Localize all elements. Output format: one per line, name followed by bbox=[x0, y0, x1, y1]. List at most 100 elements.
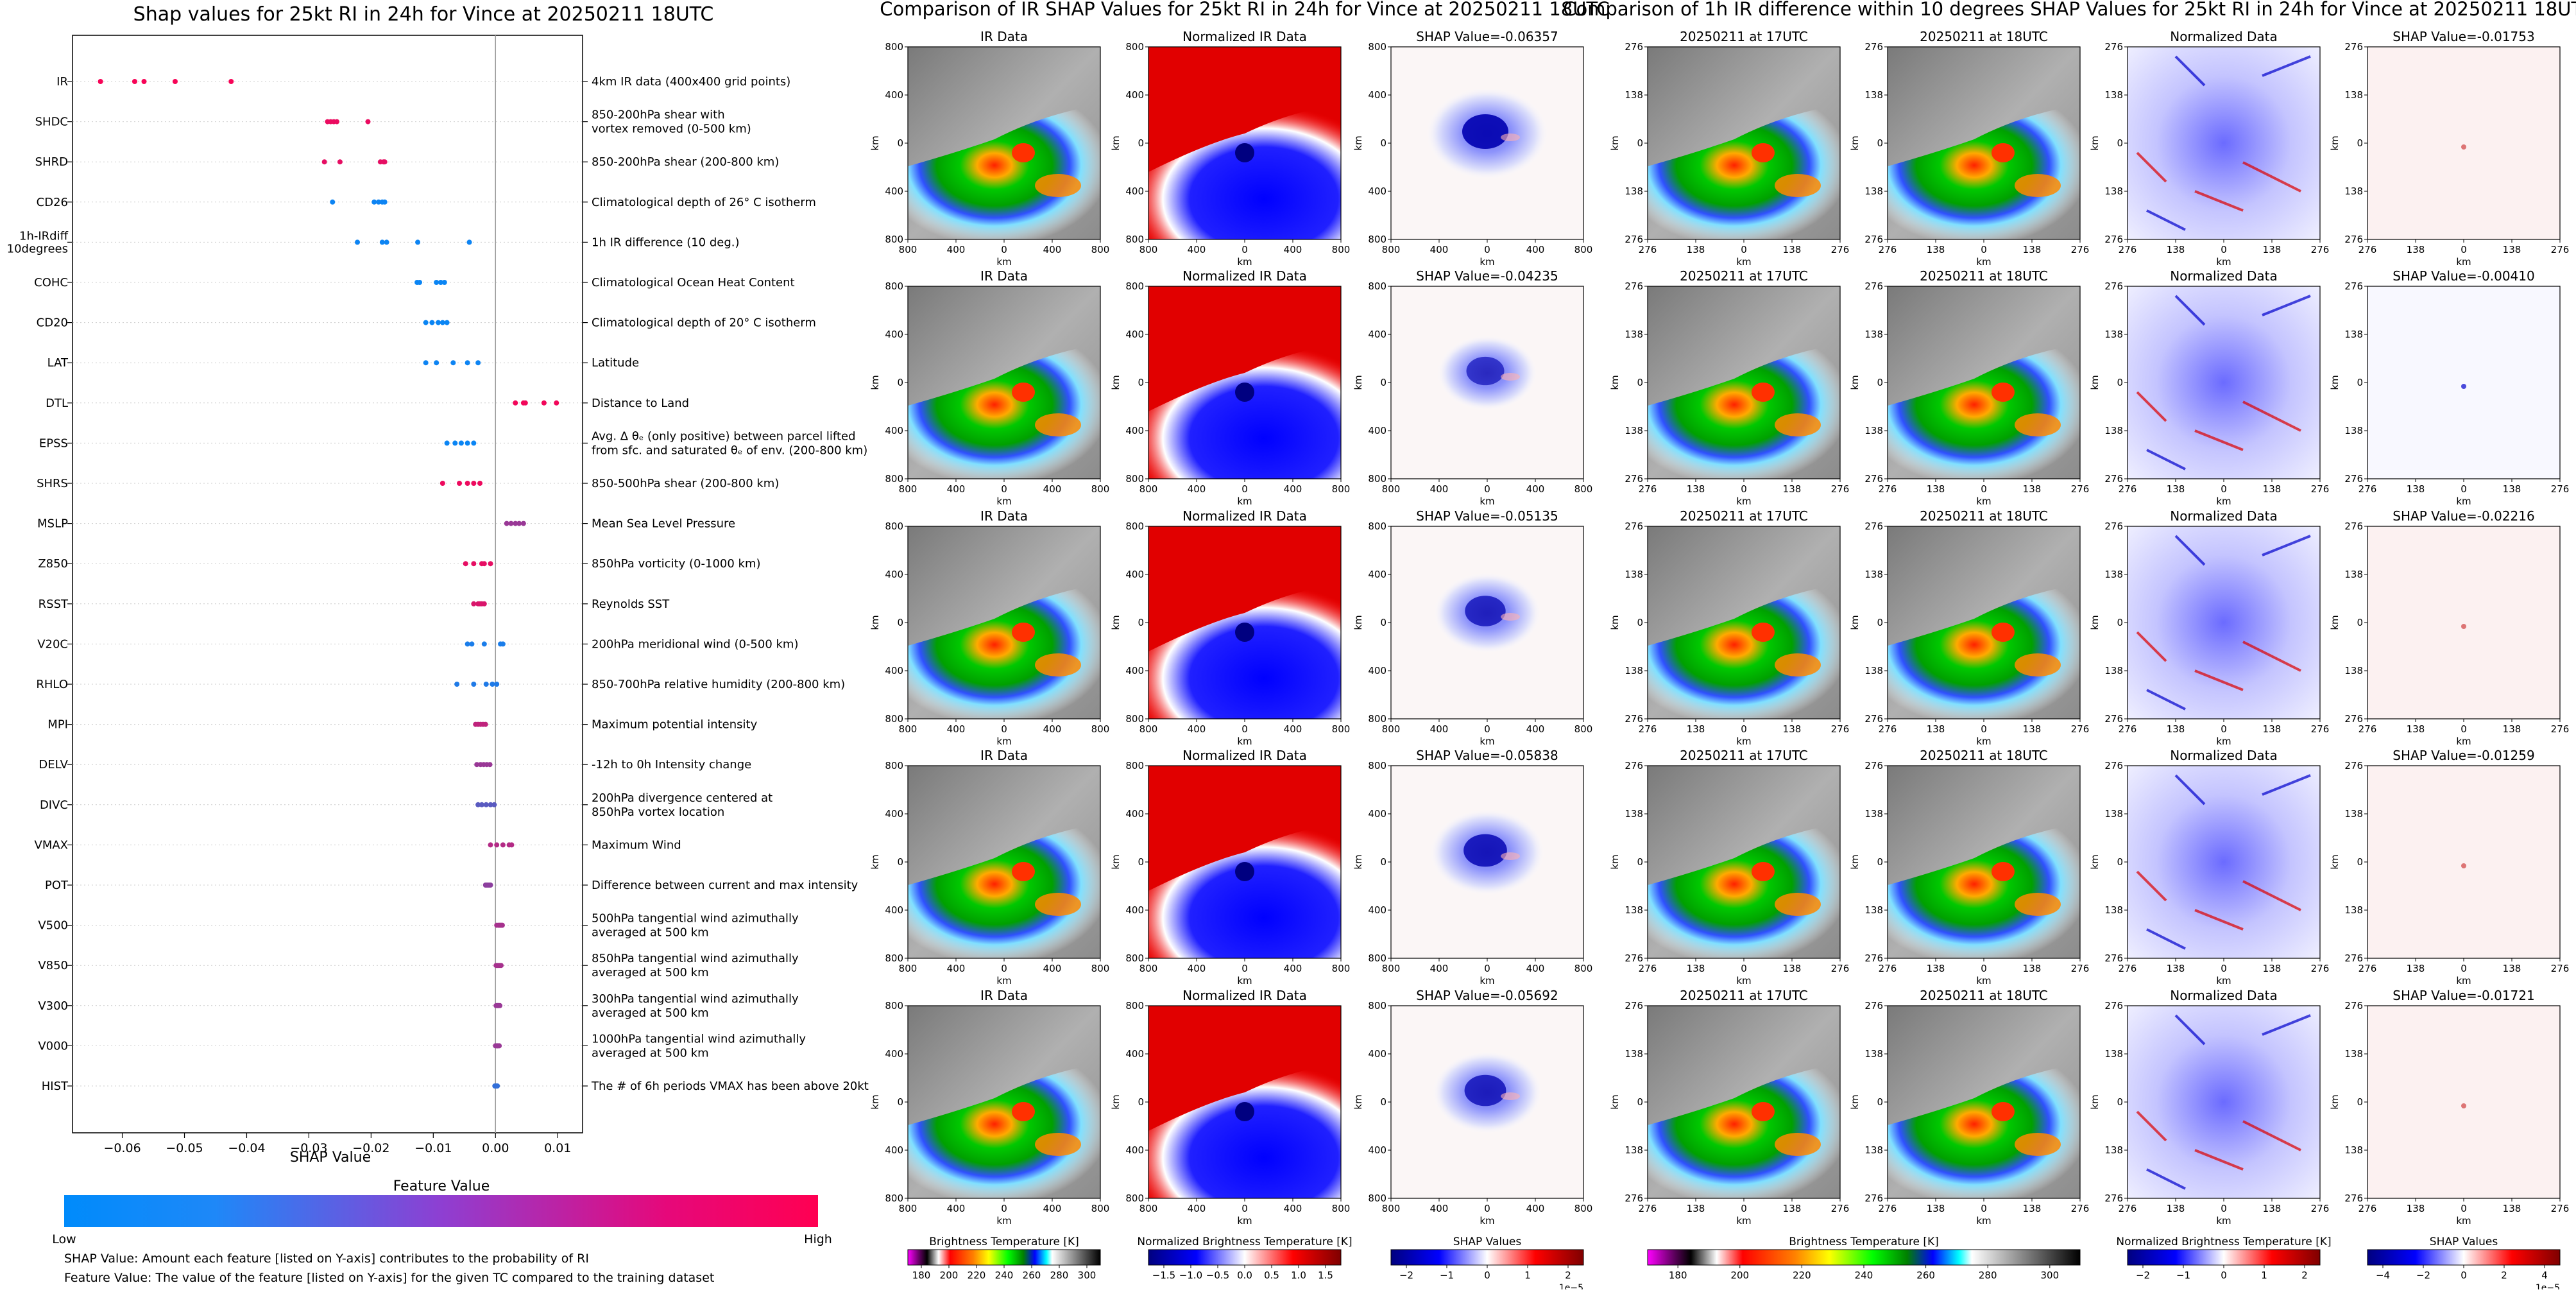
panel-title: 20250211 at 18UTC bbox=[1920, 748, 2048, 763]
panel-title: Normalized Data bbox=[2170, 508, 2278, 524]
y-tick-label: 400 bbox=[1125, 425, 1144, 436]
y-tick-label: 0 bbox=[897, 1096, 903, 1108]
y-tick-label: 276 bbox=[2104, 473, 2123, 485]
diff-streak bbox=[2136, 151, 2167, 183]
colorbar-bar bbox=[2127, 1249, 2321, 1266]
shap-plot-area bbox=[72, 35, 583, 1133]
panel-title: 20250211 at 18UTC bbox=[1920, 508, 2048, 524]
feature-description-label: Climatological depth of 20° C isotherm bbox=[592, 316, 816, 330]
y-tick-label: 400 bbox=[885, 425, 903, 436]
cold-cloud-band bbox=[1035, 653, 1081, 676]
y-tick-label: 276 bbox=[1625, 952, 1643, 964]
y-tick-label: 400 bbox=[1368, 329, 1386, 340]
shap-positive-patch bbox=[1501, 134, 1520, 141]
x-tick-label: 800 bbox=[1139, 1203, 1158, 1214]
x-tick-label: 138 bbox=[2023, 723, 2042, 735]
x-tick-label: 800 bbox=[1382, 723, 1401, 735]
x-axis-label: km bbox=[996, 495, 1011, 507]
x-tick-label: 276 bbox=[2311, 963, 2330, 974]
y-tick-label: 0 bbox=[1138, 377, 1144, 388]
y-tick-label: 0 bbox=[1877, 137, 1883, 149]
y-tick-label: 276 bbox=[2344, 41, 2363, 53]
shap-point bbox=[488, 802, 493, 807]
shap-point bbox=[436, 320, 441, 325]
panel-title: SHAP Value=-0.05135 bbox=[1416, 508, 1558, 524]
y-axis-label: km bbox=[1609, 854, 1621, 869]
x-tick-label: 800 bbox=[1332, 723, 1351, 735]
colorbar-tick-label: −1.5 bbox=[1152, 1270, 1175, 1281]
y-tick-label: 138 bbox=[2104, 665, 2123, 676]
diff-streak bbox=[2136, 631, 2167, 662]
y-tick-label: 800 bbox=[1368, 713, 1386, 725]
y-tick-label: 276 bbox=[2344, 1193, 2363, 1204]
y-tick-label: 276 bbox=[1864, 473, 1883, 485]
shap-summary-plot: Shap values for 25kt RI in 24h for Vince… bbox=[7, 3, 869, 1285]
x-tick-label: 138 bbox=[2407, 483, 2425, 495]
x-tick-label: 0 bbox=[2221, 483, 2227, 495]
y-tick-label: 276 bbox=[1864, 280, 1883, 292]
x-axis-label: km bbox=[2456, 256, 2471, 268]
feature-name-label: Z850 bbox=[38, 557, 68, 571]
x-tick-label: 276 bbox=[2119, 963, 2137, 974]
shap-point bbox=[463, 561, 468, 567]
x-tick-label: 800 bbox=[1574, 483, 1593, 495]
norm-cold-region bbox=[1148, 823, 1341, 958]
y-tick-label: 400 bbox=[1125, 665, 1144, 676]
ir-group-title: Comparison of IR SHAP Values for 25kt RI… bbox=[880, 0, 1609, 20]
y-tick-label: 276 bbox=[2104, 760, 2123, 771]
y-tick-label: 276 bbox=[2104, 521, 2123, 532]
x-tick-label: 138 bbox=[2263, 963, 2282, 974]
feature-row: DTL Distance to Land bbox=[46, 397, 689, 410]
x-tick-label: 0 bbox=[2461, 244, 2467, 255]
x-tick-label: 800 bbox=[1091, 1203, 1110, 1214]
shap-point bbox=[423, 320, 429, 325]
x-tick-label: 400 bbox=[947, 1203, 966, 1214]
storm-cloud bbox=[1648, 823, 1840, 958]
shap-point bbox=[504, 521, 509, 526]
y-axis-label: km bbox=[1110, 854, 1122, 869]
diff-streak bbox=[2146, 1168, 2186, 1190]
x-tick-label: 400 bbox=[1043, 963, 1062, 974]
diff-shap-center bbox=[2461, 144, 2466, 150]
y-tick-label: 0 bbox=[897, 617, 903, 628]
y-tick-label: 0 bbox=[1380, 377, 1386, 388]
x-tick-label: 0 bbox=[1484, 963, 1490, 974]
x-tick-label: 400 bbox=[1188, 483, 1206, 495]
shap-point bbox=[457, 481, 463, 486]
storm-eye bbox=[1752, 1102, 1775, 1121]
x-tick-label: 0 bbox=[2221, 963, 2227, 974]
x-tick-label: 276 bbox=[1879, 963, 1897, 974]
x-tick-label: 400 bbox=[1284, 723, 1302, 735]
x-tick-label: 138 bbox=[1783, 723, 1802, 735]
feature-description-label: Climatological depth of 26° C isotherm bbox=[592, 196, 816, 209]
storm-cloud bbox=[1648, 584, 1840, 719]
feature-description-label: -12h to 0h Intensity change bbox=[592, 758, 751, 771]
feature-name-label: SHRS bbox=[37, 477, 68, 490]
x-tick-label: 800 bbox=[1382, 244, 1401, 255]
feature-row: CD26 Climatological depth of 26° C isothe… bbox=[37, 196, 816, 209]
y-tick-label: 0 bbox=[1877, 617, 1883, 628]
feature-description-label: 850-700hPa relative humidity (200-800 km… bbox=[592, 678, 845, 691]
diff-shap-center bbox=[2461, 624, 2466, 629]
x-tick-label: 800 bbox=[1139, 723, 1158, 735]
x-tick-label: 0.00 bbox=[482, 1141, 509, 1155]
x-axis-label: km bbox=[1976, 495, 1991, 507]
y-axis-label: km bbox=[869, 615, 881, 630]
x-tick-label: 276 bbox=[2551, 244, 2570, 255]
y-tick-label: 138 bbox=[1864, 89, 1883, 101]
y-tick-label: 276 bbox=[2344, 280, 2363, 292]
storm-eye bbox=[1012, 623, 1035, 642]
y-tick-label: 400 bbox=[1125, 185, 1144, 197]
y-tick-label: 400 bbox=[885, 89, 903, 101]
x-tick-label: 0 bbox=[1001, 1203, 1007, 1214]
storm-cloud bbox=[1888, 344, 2080, 479]
x-tick-label: 0 bbox=[1981, 723, 1987, 735]
colorbar-title: Brightness Temperature [K] bbox=[1789, 1236, 1938, 1248]
norm-eye bbox=[1235, 862, 1254, 881]
y-tick-label: 0 bbox=[2117, 137, 2123, 149]
y-tick-label: 0 bbox=[897, 856, 903, 868]
colorbar-tick-label: −2 bbox=[2416, 1270, 2430, 1281]
